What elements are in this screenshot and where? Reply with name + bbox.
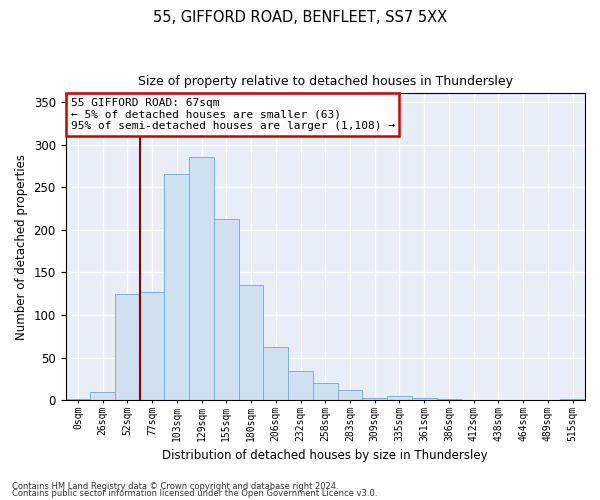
Bar [239,285,263,401]
Bar [338,390,362,400]
Bar [164,174,189,400]
Title: Size of property relative to detached houses in Thundersley: Size of property relative to detached ho… [138,75,513,88]
Bar [263,348,288,401]
Bar [362,398,387,400]
Text: 55, GIFFORD ROAD, BENFLEET, SS7 5XX: 55, GIFFORD ROAD, BENFLEET, SS7 5XX [153,10,447,25]
Bar [65,398,90,400]
Bar [115,294,140,401]
Y-axis label: Number of detached properties: Number of detached properties [15,154,28,340]
Bar [288,370,313,400]
Bar [437,398,461,400]
Bar [214,218,239,400]
Bar [140,292,164,401]
X-axis label: Distribution of detached houses by size in Thundersley: Distribution of detached houses by size … [163,450,488,462]
Bar [90,392,115,400]
Bar [412,398,437,400]
Bar [189,158,214,400]
Text: Contains HM Land Registry data © Crown copyright and database right 2024.: Contains HM Land Registry data © Crown c… [12,482,338,491]
Bar [313,384,338,400]
Text: 55 GIFFORD ROAD: 67sqm
← 5% of detached houses are smaller (63)
95% of semi-deta: 55 GIFFORD ROAD: 67sqm ← 5% of detached … [71,98,395,131]
Bar [560,398,585,400]
Text: Contains public sector information licensed under the Open Government Licence v3: Contains public sector information licen… [12,489,377,498]
Bar [387,396,412,400]
